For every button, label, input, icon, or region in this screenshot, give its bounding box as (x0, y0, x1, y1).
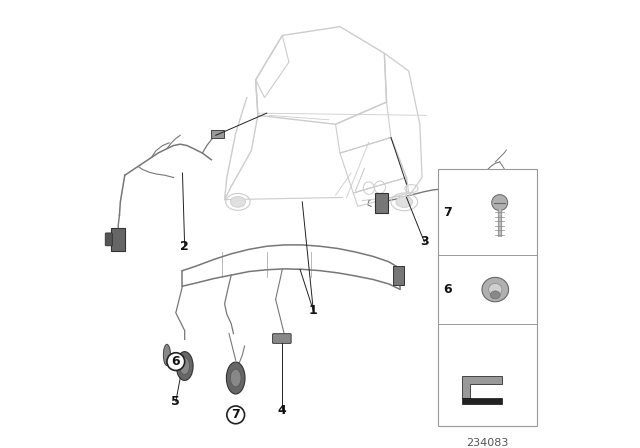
Circle shape (492, 194, 508, 211)
Text: 1: 1 (309, 304, 317, 317)
Text: 234083: 234083 (467, 438, 509, 448)
FancyBboxPatch shape (111, 228, 125, 251)
FancyBboxPatch shape (105, 233, 113, 246)
Text: 6: 6 (443, 283, 452, 296)
Text: 3: 3 (420, 235, 429, 248)
Ellipse shape (482, 277, 509, 302)
FancyBboxPatch shape (393, 266, 404, 285)
Ellipse shape (163, 345, 170, 366)
Ellipse shape (180, 358, 189, 375)
FancyBboxPatch shape (438, 168, 538, 426)
Ellipse shape (490, 291, 500, 299)
Text: 6: 6 (172, 355, 180, 368)
Text: 7: 7 (443, 206, 452, 219)
FancyBboxPatch shape (211, 130, 224, 138)
Polygon shape (462, 398, 502, 404)
Text: 4: 4 (278, 404, 287, 417)
Ellipse shape (176, 352, 193, 380)
FancyBboxPatch shape (273, 334, 291, 344)
Circle shape (167, 353, 185, 370)
Ellipse shape (488, 283, 502, 296)
Polygon shape (462, 376, 502, 398)
FancyBboxPatch shape (376, 193, 388, 213)
Text: 7: 7 (231, 408, 240, 422)
Ellipse shape (230, 369, 241, 387)
Text: 5: 5 (172, 395, 180, 408)
Text: 2: 2 (180, 240, 189, 253)
Ellipse shape (230, 197, 246, 207)
Ellipse shape (396, 196, 413, 207)
Circle shape (227, 406, 244, 424)
Ellipse shape (227, 362, 245, 394)
